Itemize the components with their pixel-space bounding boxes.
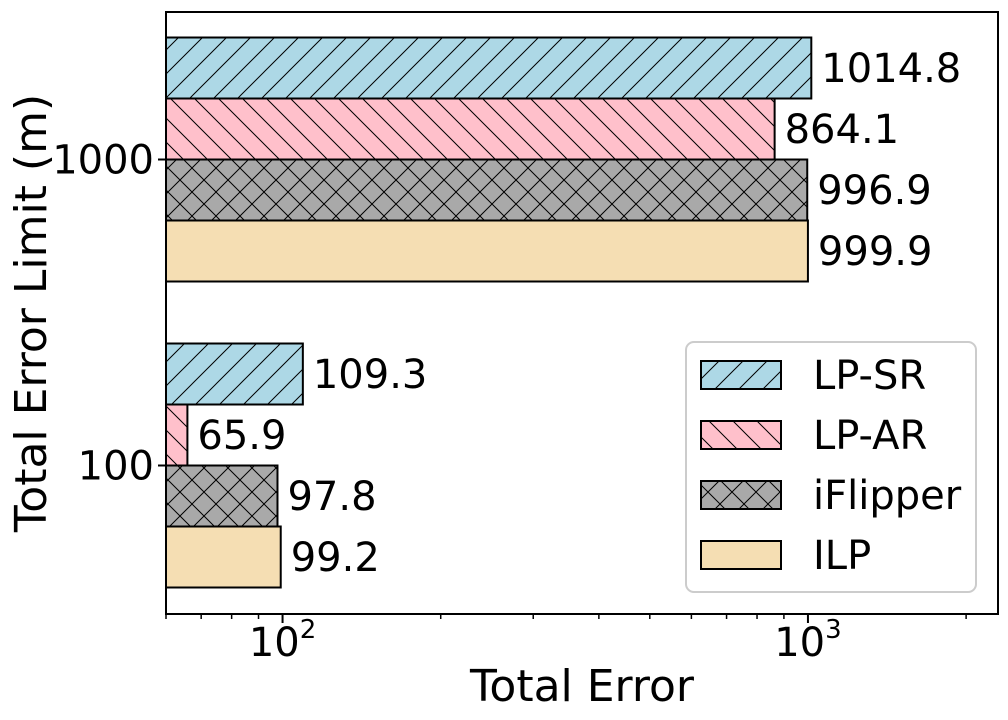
bar-iflipper-100: [165, 464, 279, 528]
y-axis-label: Total Error Limit (m): [6, 94, 57, 533]
y-axis-ticks: 1000 100: [52, 138, 166, 490]
bar-value-labels: 1014.8 864.1 996.9 999.9 109.3 65.997.8 99.2: [197, 46, 961, 581]
value-label-ilp-1000: 999.9: [818, 229, 933, 275]
legend-swatch-iflipper: [700, 480, 782, 510]
legend-label-lp-sr: LP-SR: [813, 353, 926, 399]
bar-ilp-1000: [165, 219, 809, 283]
legend-frame: [685, 341, 977, 593]
bar-ilp-100: [165, 525, 282, 589]
bar-iflipper-1000: [165, 158, 809, 222]
y-tick-label-100: 100: [78, 444, 154, 490]
bars-group: [165, 36, 813, 589]
x-tick-label-100: 102: [249, 615, 316, 666]
legend-swatch-lp-ar: [700, 420, 782, 450]
value-label-lp-sr-100: 109.3: [313, 352, 428, 398]
legend-swatch-ilp: [700, 540, 782, 570]
legend-swatch-lp-sr: [700, 360, 782, 390]
legend-label-ilp: ILP: [813, 533, 871, 579]
y-tick-label-1000: 1000: [52, 138, 154, 184]
value-label-iflipper-1000: 996.9: [817, 168, 932, 214]
value-label-lp-ar-1000: 864.1: [785, 107, 900, 153]
bar-lp-ar-1000: [165, 97, 776, 161]
value-label-ilp-100: 99.2: [291, 535, 380, 581]
bar-lp-ar-100: [165, 403, 189, 467]
legend-label-iflipper: iFlipper: [813, 473, 962, 519]
x-axis-label: Total Error: [469, 661, 695, 712]
bar-lp-sr-100: [165, 342, 304, 406]
bar-lp-sr-1000: [165, 36, 813, 100]
value-label-lp-ar-100: 65.9: [197, 413, 286, 459]
legend-label-lp-ar: LP-AR: [813, 413, 927, 459]
x-tick-label-1000: 103: [774, 615, 841, 666]
value-label-iflipper-100: 97.8: [287, 474, 376, 520]
value-label-lp-sr-1000: 1014.8: [821, 46, 961, 92]
x-axis-ticks: 102 103: [249, 614, 842, 666]
legend: LP-SR LP-AR iFlipper ILP: [685, 341, 977, 593]
plot-frame: [165, 11, 999, 615]
